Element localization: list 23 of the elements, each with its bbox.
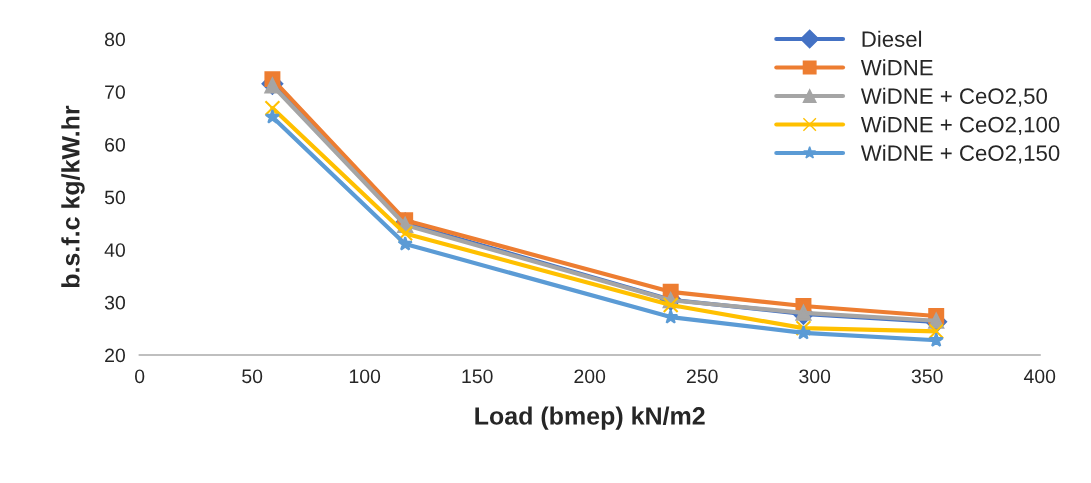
y-tick-label: 40 xyxy=(104,243,125,257)
x-tick-label: 300 xyxy=(799,369,831,384)
y-tick-label: 60 xyxy=(105,137,125,152)
y-tick-label: 30 xyxy=(104,295,125,310)
legend-label: Diesel xyxy=(862,30,922,48)
legend-label: WiDNE + CeO2,100 xyxy=(860,116,1060,136)
x-tick-label: 100 xyxy=(349,369,381,384)
x-tick-label: 150 xyxy=(462,369,493,384)
x-tick-label: 400 xyxy=(1023,369,1056,384)
y-tick-label: 50 xyxy=(104,190,125,205)
legend-label: WiDNE + CeO2,50 xyxy=(860,87,1047,107)
legend-label: WiDNE + CeO2,150 xyxy=(860,144,1060,164)
y-tick-label: 70 xyxy=(105,85,125,100)
legend-label: WiDNE xyxy=(860,59,933,76)
x-tick-label: 0 xyxy=(135,369,145,384)
y-axis-title: b.s.f.c kg/kW.hr xyxy=(61,105,85,288)
x-tick-label: 50 xyxy=(242,369,263,384)
x-axis-title: Load (bmep) kN/m2 xyxy=(475,406,705,430)
y-tick-label: 80 xyxy=(104,32,125,47)
x-tick-label: 200 xyxy=(574,369,606,384)
y-tick-label: 20 xyxy=(105,348,125,363)
x-tick-label: 250 xyxy=(686,369,718,384)
x-tick-label: 350 xyxy=(911,369,943,384)
